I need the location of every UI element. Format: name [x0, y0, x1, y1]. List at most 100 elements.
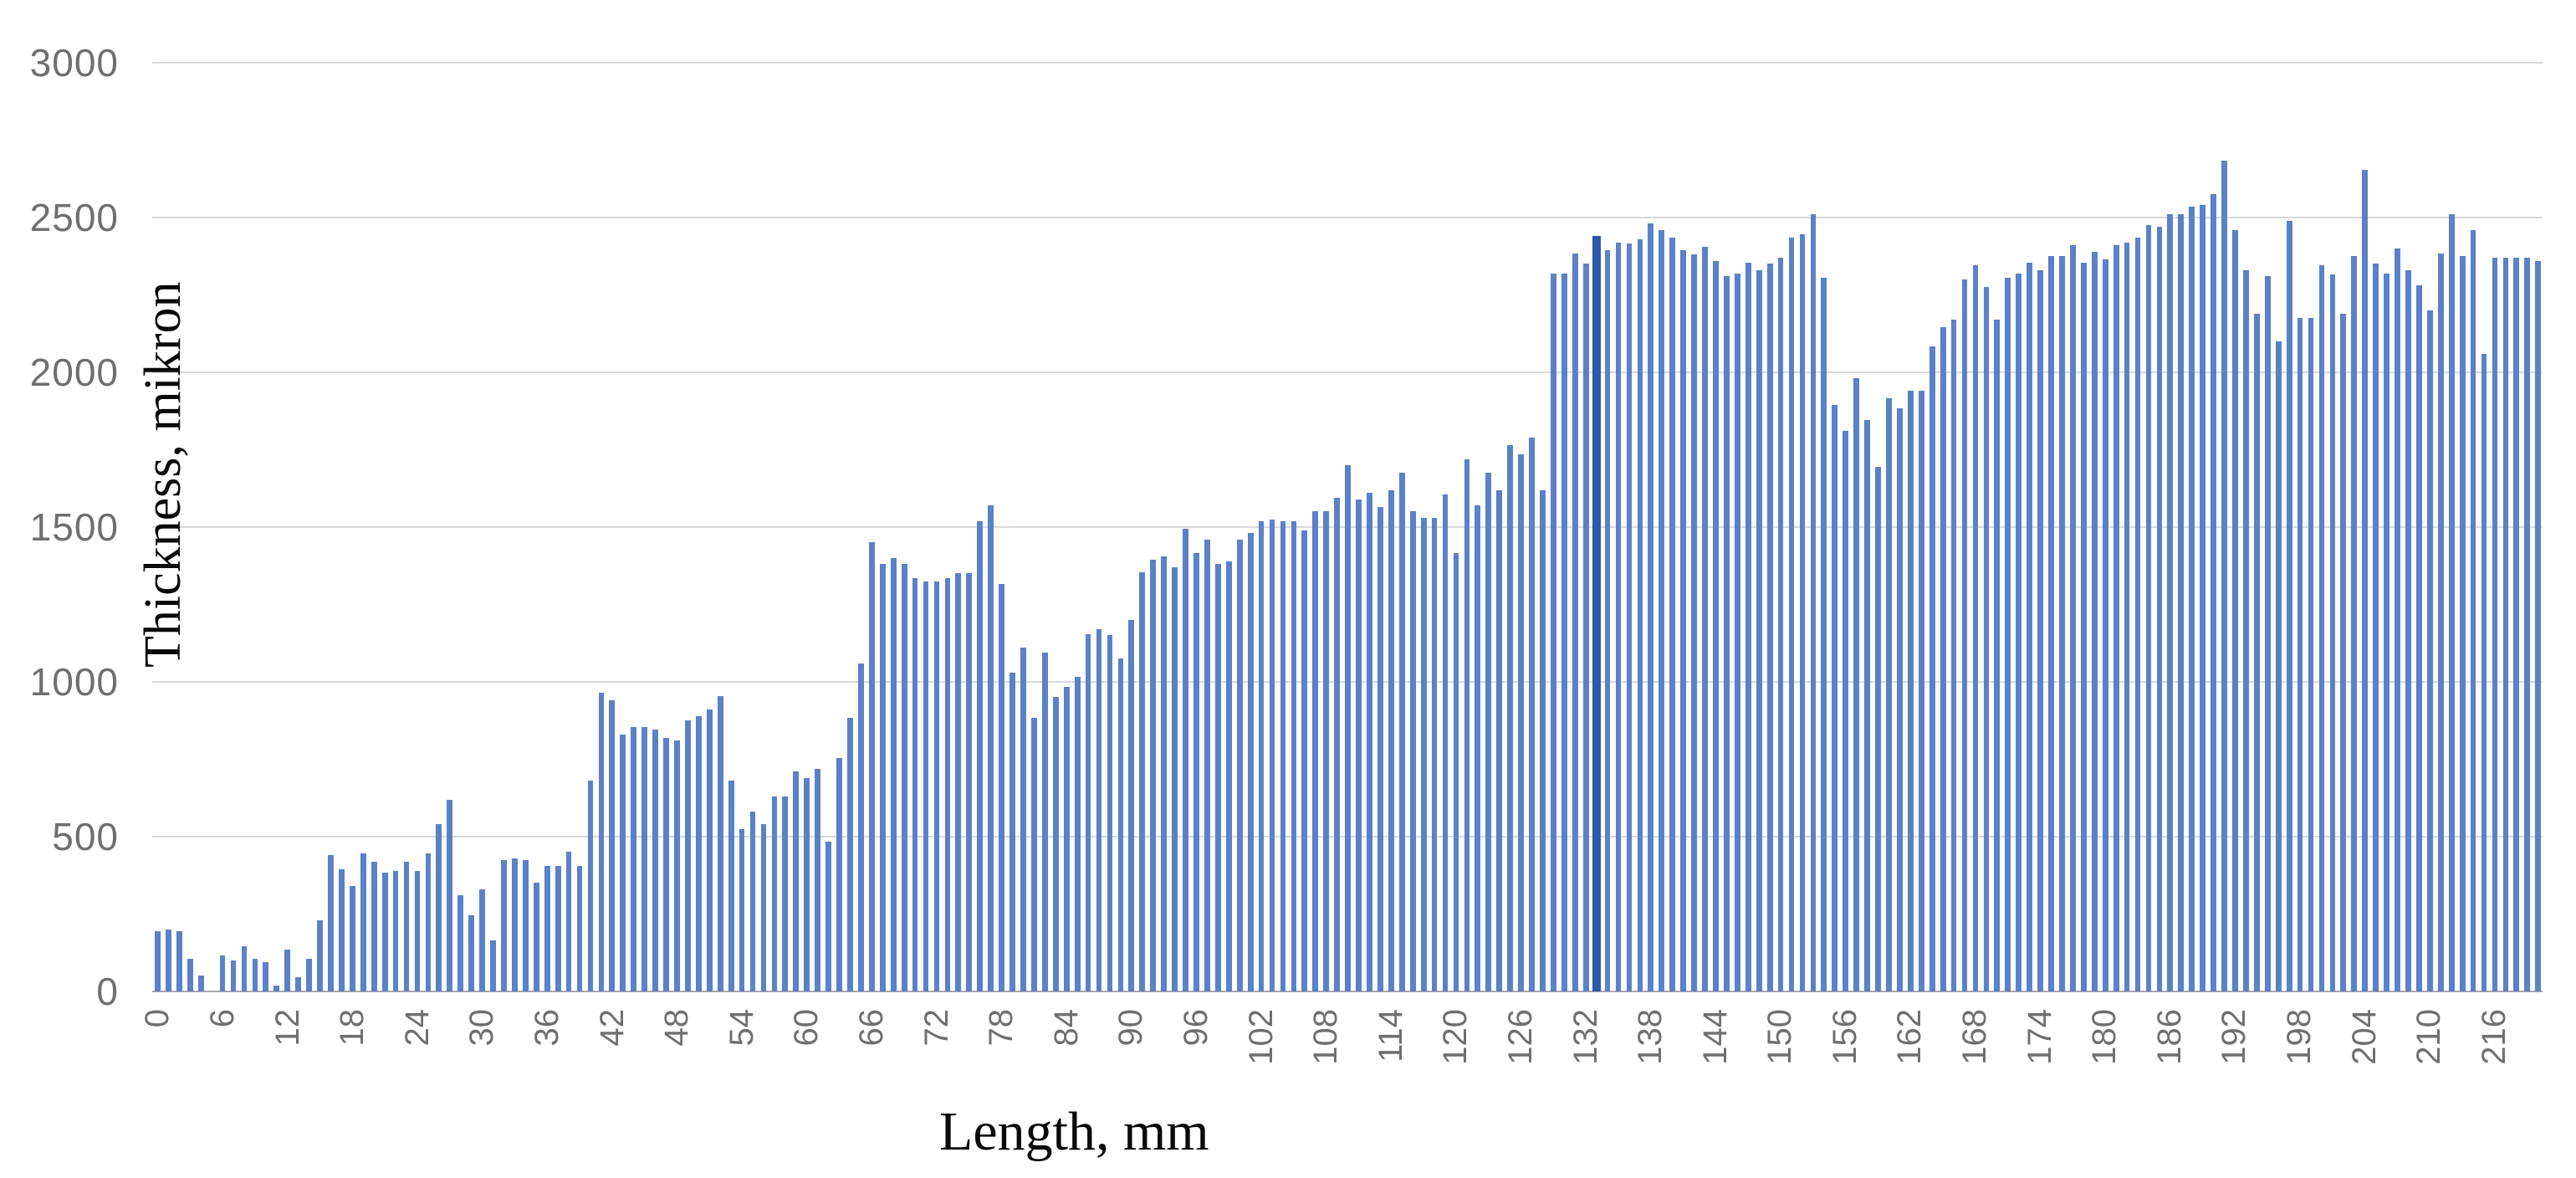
bar	[447, 800, 453, 991]
bar	[2524, 258, 2531, 991]
x-tick-label: 186	[2150, 1009, 2188, 1065]
bar	[2080, 263, 2087, 991]
bar	[317, 920, 323, 991]
bar	[1940, 327, 1946, 991]
bar	[1464, 459, 1470, 991]
bar	[1724, 276, 1730, 991]
bar	[1420, 518, 1427, 991]
y-tick-label: 500	[52, 815, 119, 858]
bar	[1247, 533, 1254, 991]
x-tick-label: 102	[1242, 1009, 1280, 1065]
bar	[2416, 285, 2422, 991]
x-tick-label: 6	[204, 1009, 242, 1028]
y-axis-title: Thickness, mikron	[135, 281, 192, 668]
bar	[1096, 629, 1102, 991]
bar	[1280, 521, 1286, 991]
bar	[1853, 378, 1860, 991]
bar	[2351, 256, 2358, 991]
bar	[360, 853, 366, 991]
bar	[565, 852, 572, 991]
x-tick-label: 132	[1567, 1009, 1604, 1065]
bar	[2253, 314, 2260, 991]
bar	[1150, 560, 1157, 991]
bar	[2016, 274, 2022, 991]
bar	[977, 521, 984, 991]
bar	[1214, 564, 1221, 991]
x-tick-label: 156	[1826, 1009, 1863, 1065]
bar	[2027, 263, 2033, 991]
bar	[2384, 274, 2389, 991]
x-tick-label: 120	[1437, 1009, 1475, 1065]
bar	[2448, 214, 2455, 991]
bar	[1236, 540, 1243, 991]
x-tick-label: 60	[788, 1009, 825, 1047]
bar	[1409, 511, 1416, 991]
gridline	[152, 62, 2543, 64]
bar	[2492, 258, 2498, 991]
x-tick-label: 180	[2086, 1009, 2124, 1065]
y-tick-label: 1000	[29, 660, 119, 704]
bar	[166, 930, 171, 991]
bar	[1258, 521, 1265, 991]
bar	[1713, 261, 1719, 991]
bar	[2189, 207, 2195, 991]
bar	[1669, 238, 1676, 991]
bar	[966, 573, 973, 991]
bar	[2005, 278, 2011, 991]
bar	[392, 871, 399, 991]
bar	[1453, 553, 1459, 991]
bar	[923, 581, 929, 991]
bar	[1745, 263, 1751, 991]
bar	[1551, 274, 1556, 991]
bar	[1225, 561, 1232, 991]
bar	[1788, 238, 1795, 991]
x-tick-label: 0	[139, 1009, 176, 1028]
bar	[1193, 553, 1199, 991]
bar	[1821, 278, 1827, 991]
bar	[620, 735, 626, 991]
bar	[197, 976, 204, 991]
bar	[2286, 221, 2292, 991]
bar	[1561, 274, 1567, 991]
y-tick-label: 3000	[29, 41, 119, 85]
bar	[1637, 239, 1643, 991]
bar	[544, 866, 550, 991]
bar	[1950, 320, 1957, 991]
bar	[2167, 214, 2174, 991]
bar	[815, 769, 821, 991]
bar	[2308, 318, 2314, 991]
bar	[1301, 530, 1308, 991]
bar	[306, 959, 312, 991]
bar	[1031, 718, 1037, 991]
bar	[1442, 494, 1449, 991]
x-tick-label: 192	[2216, 1009, 2253, 1065]
bar	[1117, 658, 1124, 991]
bar	[2470, 230, 2476, 991]
gridline	[152, 217, 2543, 218]
bar	[1074, 677, 1081, 991]
y-tick-label: 2500	[29, 196, 119, 239]
bar	[1756, 270, 1762, 991]
bar	[912, 578, 918, 991]
gridline	[152, 371, 2543, 373]
bar	[1009, 673, 1015, 991]
x-tick-label: 72	[917, 1009, 955, 1047]
bar	[1592, 236, 1602, 991]
bar	[1659, 230, 1665, 991]
bar	[2264, 276, 2271, 991]
bar	[1496, 490, 1503, 991]
bar	[2426, 310, 2433, 991]
y-tick-label: 1500	[29, 505, 119, 549]
bar	[1052, 697, 1059, 991]
bar	[1897, 408, 1903, 991]
bar	[479, 889, 485, 991]
x-tick-label: 96	[1177, 1009, 1214, 1047]
bar	[1702, 247, 1708, 991]
bar	[674, 740, 680, 991]
bar	[1691, 254, 1697, 991]
bar	[1269, 520, 1275, 991]
bar	[2211, 194, 2216, 991]
bar	[1572, 254, 1578, 991]
bar	[1604, 250, 1611, 991]
bar	[1648, 223, 1654, 991]
